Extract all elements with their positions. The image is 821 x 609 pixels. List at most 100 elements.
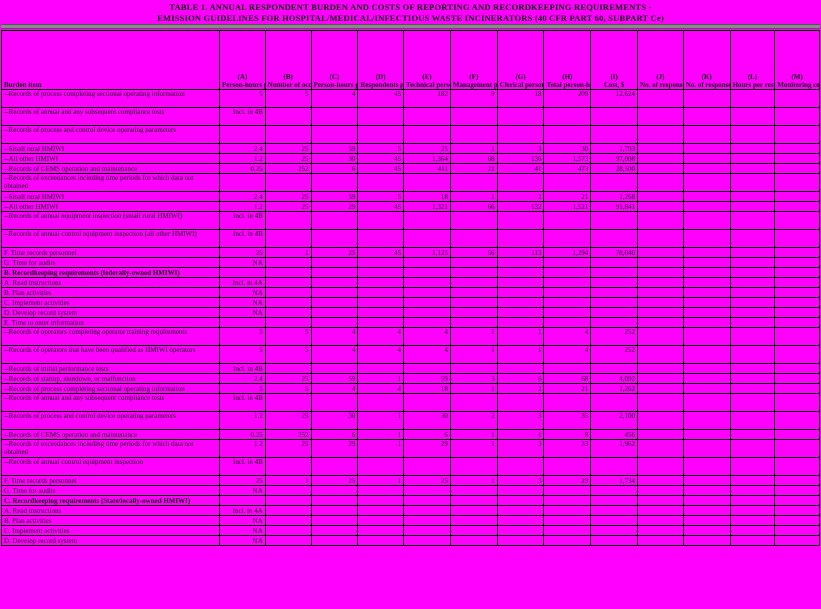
cell-h: 21 [543, 191, 592, 202]
cell-i: 4,092 [590, 373, 639, 384]
cell-l [729, 383, 776, 394]
cell-l [729, 143, 776, 154]
table-row: C. Implement activities NA [0, 525, 820, 536]
column-id: (K) [701, 73, 712, 81]
cell-l [729, 345, 776, 364]
row-label: C. Implement activities [0, 525, 221, 536]
cell-i [590, 125, 639, 144]
cell-j [637, 89, 684, 108]
column-header-f: (F)Management person-hours per year (F =… [449, 30, 498, 90]
column-label: Person-hours per occurrence [222, 81, 264, 89]
cell-b [264, 317, 312, 328]
cell-l [729, 495, 776, 506]
row-label: B. Plan activities [0, 515, 221, 526]
cell-e: 182 [403, 89, 451, 108]
row-label: F. Time records personnel [0, 247, 221, 258]
cell-f [449, 173, 498, 192]
cell-d: 45 [357, 163, 405, 174]
cell-h: 68 [543, 373, 592, 384]
cell-d [357, 211, 405, 230]
cell-b: 25 [264, 439, 312, 458]
cell-h: 1,294 [543, 247, 592, 258]
column-id: (B) [283, 73, 293, 81]
table-row: --Records of exceedances including time … [0, 173, 820, 192]
row-label: --Records of process and control device … [0, 125, 221, 144]
column-label: Hours per response [732, 81, 774, 89]
cell-h: 209 [543, 89, 592, 108]
cell-d [357, 535, 405, 546]
cell-k [682, 411, 731, 430]
cell-j [637, 317, 684, 328]
column-header-a: (A)Person-hours per occurrence [219, 30, 266, 90]
cell-k [682, 153, 731, 164]
cell-k [682, 125, 731, 144]
cell-l [729, 163, 776, 174]
cell-l [729, 393, 776, 412]
cell-a: 5 [219, 327, 266, 346]
cell-j [637, 153, 684, 164]
cell-d [357, 363, 405, 374]
cell-f [449, 393, 498, 412]
cell-d: 4 [357, 327, 405, 346]
cell-a: Incl. in 4B [219, 363, 266, 374]
cell-j [637, 201, 684, 212]
table-row: --Records of process completing sectiona… [0, 383, 820, 394]
cell-j [637, 163, 684, 174]
cell-e [403, 125, 451, 144]
cell-d [357, 125, 405, 144]
cell-d: 1 [357, 373, 405, 384]
cell-c: 4 [310, 327, 359, 346]
cell-d [357, 287, 405, 298]
cell-g [496, 297, 545, 308]
cell-m [774, 485, 820, 496]
cell-g: 3 [496, 439, 545, 458]
cell-b: 25 [264, 201, 312, 212]
cell-l [729, 257, 776, 268]
cell-l [729, 505, 776, 516]
table-row: --Records of annual control equipment in… [0, 457, 820, 476]
cell-c [310, 363, 359, 374]
cell-e [403, 277, 451, 288]
column-id: (I) [610, 73, 618, 81]
cell-k [682, 475, 731, 486]
cell-c [310, 317, 359, 328]
cell-c [310, 535, 359, 546]
cell-f [449, 229, 498, 248]
cell-f [449, 495, 498, 506]
table-row: --Records of operators completing operat… [0, 327, 820, 346]
cell-c [310, 257, 359, 268]
cell-k [682, 257, 731, 268]
cell-a [219, 173, 266, 192]
cell-a: 0.25 [219, 163, 266, 174]
cell-j [637, 277, 684, 288]
cell-c [310, 125, 359, 144]
cell-i: 28,500 [590, 163, 639, 174]
column-label: Technical person-hours per year (E = C x… [406, 81, 450, 89]
cell-e [403, 173, 451, 192]
cell-d: 1 [357, 429, 405, 440]
cell-m [774, 257, 820, 268]
cell-k [682, 173, 731, 192]
cell-f: 1 [449, 429, 498, 440]
cell-e: 411 [403, 163, 451, 174]
cell-m [774, 317, 820, 328]
cell-i [590, 229, 639, 248]
cell-g: 3 [496, 143, 545, 154]
cell-j [637, 515, 684, 526]
table-row: E. Time to enter information [0, 317, 820, 328]
cell-a: Incl. in 4B [219, 211, 266, 230]
cell-m [774, 211, 820, 230]
table-row: D. Develop record system NA [0, 535, 820, 546]
cell-h [543, 211, 592, 230]
cell-l [729, 229, 776, 248]
cell-l [729, 535, 776, 546]
cell-h: 29 [543, 475, 592, 486]
cell-h [543, 525, 592, 536]
cell-l [729, 201, 776, 212]
cell-b [264, 125, 312, 144]
column-header-h: (H)Total person-hours per year (H = E + … [543, 30, 592, 90]
cell-c [310, 307, 359, 318]
cell-h [543, 495, 592, 506]
cell-g: 136 [496, 153, 545, 164]
